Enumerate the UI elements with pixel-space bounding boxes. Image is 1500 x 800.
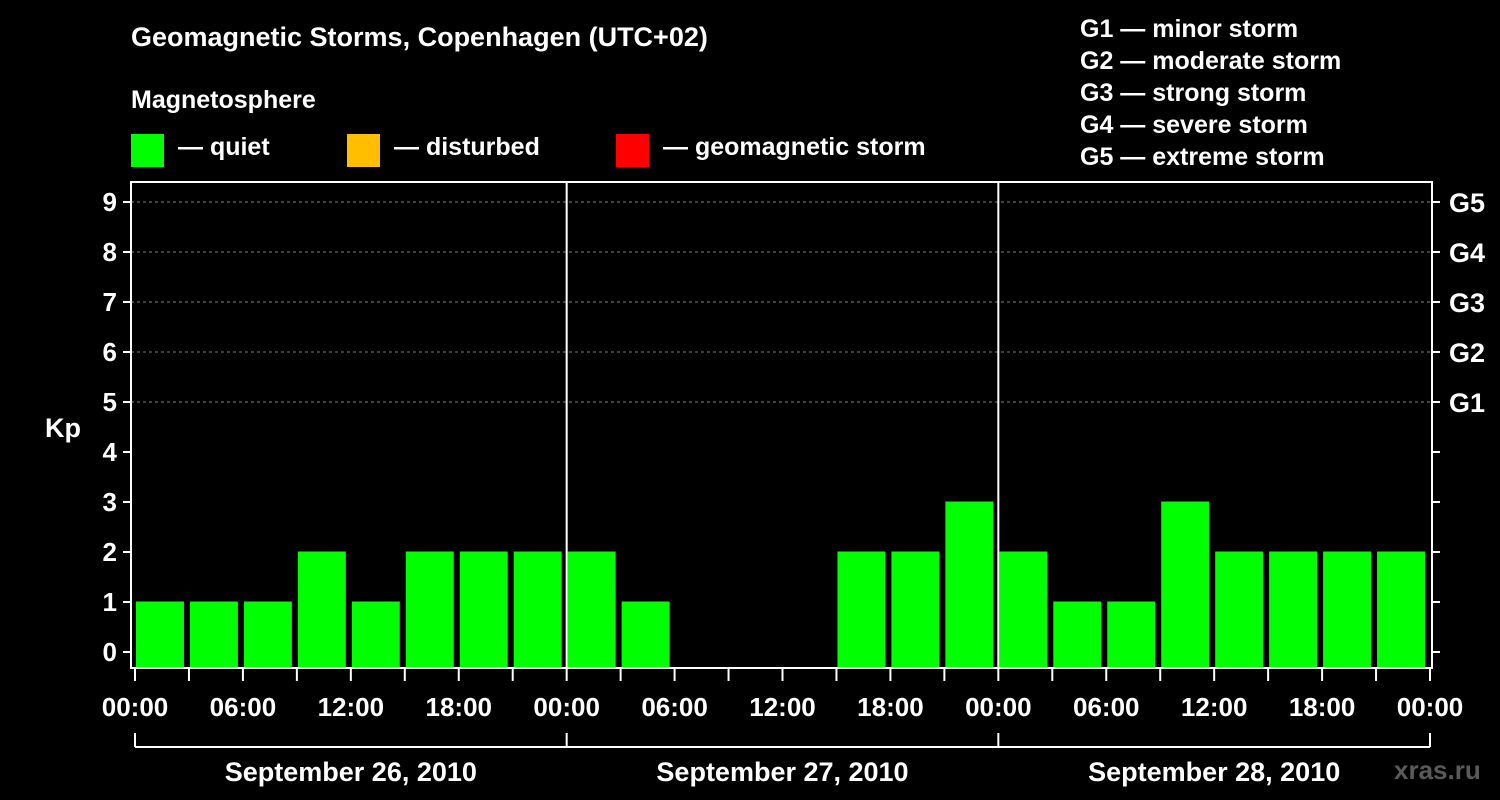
y-tick-label: 9 bbox=[103, 187, 117, 217]
x-tick-label: 18:00 bbox=[426, 692, 493, 722]
y-axis-title: Kp bbox=[45, 413, 81, 443]
x-tick-label: 06:00 bbox=[210, 692, 277, 722]
kp-bar bbox=[297, 551, 346, 668]
kp-bar bbox=[1107, 601, 1156, 668]
g2-legend: G2 — moderate storm bbox=[1080, 47, 1342, 75]
kp-bar bbox=[567, 551, 616, 668]
kp-bar bbox=[945, 501, 994, 668]
kp-bar bbox=[999, 551, 1048, 668]
day-label: September 27, 2010 bbox=[656, 757, 908, 787]
kp-bar bbox=[1161, 501, 1210, 668]
x-tick-label: 18:00 bbox=[857, 692, 924, 722]
g-level-label: G2 bbox=[1449, 338, 1485, 368]
day-label: September 28, 2010 bbox=[1088, 757, 1340, 787]
quiet-label: — quiet bbox=[178, 133, 270, 161]
y-tick-label: 7 bbox=[103, 287, 117, 317]
y-tick-label: 8 bbox=[103, 237, 117, 267]
kp-bar bbox=[1323, 551, 1372, 668]
kp-bar bbox=[189, 601, 238, 668]
y-tick-label: 0 bbox=[103, 637, 117, 667]
kp-bar bbox=[1215, 551, 1264, 668]
y-tick-label: 5 bbox=[103, 387, 117, 417]
disturbed-swatch bbox=[347, 134, 380, 167]
watermark: xras.ru bbox=[1394, 755, 1481, 785]
g4-legend: G4 — severe storm bbox=[1080, 111, 1308, 139]
x-tick-label: 12:00 bbox=[318, 692, 385, 722]
g-level-label: G5 bbox=[1449, 188, 1485, 218]
kp-bar bbox=[891, 551, 940, 668]
x-tick-label: 12:00 bbox=[1181, 692, 1248, 722]
x-tick-label: 00:00 bbox=[102, 692, 169, 722]
y-tick-label: 6 bbox=[103, 337, 117, 367]
storm-label: — geomagnetic storm bbox=[663, 133, 926, 161]
chart-title: Geomagnetic Storms, Copenhagen (UTC+02) bbox=[131, 22, 708, 52]
kp-bar bbox=[837, 551, 886, 668]
g3-legend: G3 — strong storm bbox=[1080, 79, 1307, 107]
kp-bar bbox=[1053, 601, 1102, 668]
g5-legend: G5 — extreme storm bbox=[1080, 143, 1325, 171]
y-tick-label: 4 bbox=[103, 437, 118, 467]
kp-bar bbox=[405, 551, 454, 668]
quiet-swatch bbox=[131, 134, 164, 167]
magnetosphere-title: Magnetosphere bbox=[131, 86, 316, 114]
storm-swatch bbox=[616, 134, 649, 167]
kp-bar bbox=[1269, 551, 1318, 668]
day-label: September 26, 2010 bbox=[225, 757, 477, 787]
y-tick-label: 1 bbox=[103, 587, 117, 617]
x-tick-label: 00:00 bbox=[533, 692, 600, 722]
disturbed-label: — disturbed bbox=[394, 133, 540, 161]
g1-legend: G1 — minor storm bbox=[1080, 15, 1299, 43]
x-tick-label: 12:00 bbox=[749, 692, 816, 722]
kp-bar bbox=[513, 551, 562, 668]
g-level-label: G1 bbox=[1449, 388, 1485, 418]
kp-bar bbox=[136, 601, 184, 668]
kp-bar bbox=[1377, 551, 1425, 668]
kp-bar bbox=[459, 551, 508, 668]
g-level-label: G3 bbox=[1449, 288, 1485, 318]
x-tick-label: 06:00 bbox=[641, 692, 708, 722]
g-level-label: G4 bbox=[1449, 238, 1485, 268]
y-tick-label: 2 bbox=[103, 537, 117, 567]
kp-bar bbox=[621, 601, 670, 668]
kp-bar bbox=[351, 601, 400, 668]
x-tick-label: 06:00 bbox=[1073, 692, 1140, 722]
x-tick-label: 00:00 bbox=[1397, 692, 1464, 722]
y-tick-label: 3 bbox=[103, 487, 117, 517]
x-tick-label: 00:00 bbox=[965, 692, 1032, 722]
x-tick-label: 18:00 bbox=[1289, 692, 1356, 722]
kp-bar bbox=[243, 601, 292, 668]
